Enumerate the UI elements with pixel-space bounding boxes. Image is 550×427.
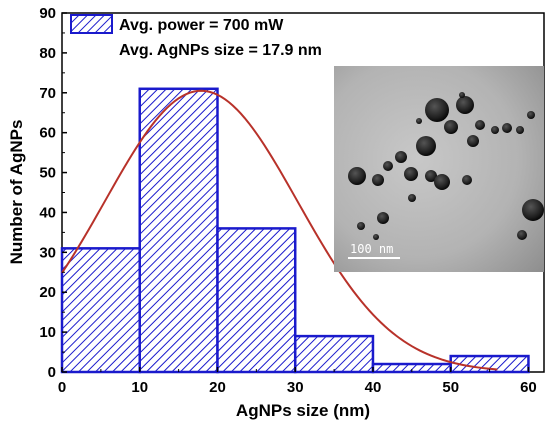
- y-tick-label-5: 50: [39, 165, 56, 182]
- scale-bar-label: 100 nm: [350, 242, 393, 256]
- y-tick-label-0: 0: [48, 364, 56, 381]
- x-tick-label-5: 50: [442, 379, 459, 396]
- y-tick-label-6: 60: [39, 125, 56, 142]
- y-axis-label: Number of AgNPs: [7, 120, 26, 265]
- x-tick-label-6: 60: [520, 379, 537, 396]
- fit-curve-group: [61, 89, 498, 371]
- bars-group: [60, 87, 530, 374]
- legend-swatch: [70, 14, 113, 34]
- x-axis-label: AgNPs size (nm): [236, 401, 370, 420]
- histogram-bar-0: [60, 247, 141, 374]
- x-tick-label-4: 40: [365, 379, 382, 396]
- x-tick-label-1: 10: [131, 379, 148, 396]
- x-tick-label-3: 30: [287, 379, 304, 396]
- legend-entry-size: Avg. AgNPs size = 17.9 nm: [119, 42, 322, 59]
- tem-inset-image: 100 nm: [334, 66, 544, 272]
- y-tick-label-9: 90: [39, 5, 56, 22]
- y-tick-label-3: 30: [39, 244, 56, 261]
- legend: Avg. power = 700 mW Avg. AgNPs size = 17…: [70, 14, 322, 59]
- y-tick-label-4: 40: [39, 204, 56, 221]
- x-tick-label-2: 20: [209, 379, 226, 396]
- x-tick-label-0: 0: [58, 379, 66, 396]
- y-tick-label-2: 20: [39, 284, 56, 301]
- gaussian-fit-line: [61, 89, 498, 371]
- y-tick-label-1: 10: [39, 324, 56, 341]
- y-tick-label-8: 80: [39, 45, 56, 62]
- histogram-bar-2: [216, 227, 297, 374]
- legend-entry-power: Avg. power = 700 mW: [119, 17, 284, 34]
- y-tick-label-7: 70: [39, 85, 56, 102]
- histogram-bar-1: [138, 87, 219, 374]
- y-axis-ticks: 0 10 20 30 40 50 60 70 80 90: [39, 5, 67, 381]
- histogram-bar-3: [293, 334, 375, 374]
- x-axis-ticks: 0 10 20 30 40 50 60: [58, 367, 537, 396]
